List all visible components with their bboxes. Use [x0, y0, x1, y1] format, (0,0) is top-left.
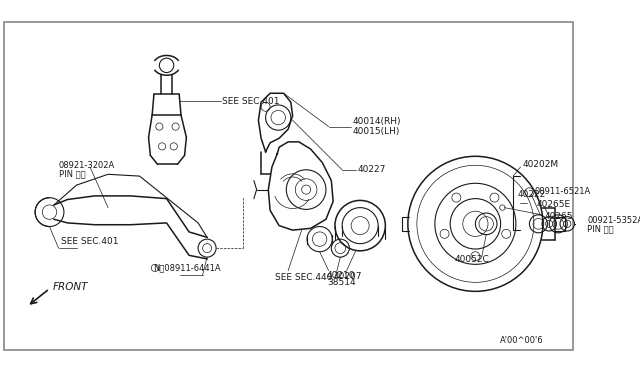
- Polygon shape: [54, 196, 207, 259]
- Text: 40202M: 40202M: [522, 160, 558, 169]
- Text: 40265: 40265: [545, 212, 573, 221]
- Text: PIN ビン: PIN ビン: [58, 169, 85, 178]
- Text: SEE SEC.401: SEE SEC.401: [61, 237, 119, 246]
- Text: 38514: 38514: [327, 278, 355, 287]
- Text: 40210: 40210: [327, 271, 355, 280]
- Text: 40222: 40222: [518, 190, 546, 199]
- Text: 40227: 40227: [358, 165, 386, 174]
- Text: 08921-3202A: 08921-3202A: [58, 161, 115, 170]
- Text: FRONT: FRONT: [52, 282, 88, 292]
- Text: 00921-5352A: 00921-5352A: [587, 216, 640, 225]
- Text: SEE SEC.440: SEE SEC.440: [275, 273, 332, 282]
- Text: PIN ビン: PIN ビン: [587, 225, 614, 234]
- Text: 40265E: 40265E: [536, 201, 571, 209]
- Text: 40207: 40207: [333, 272, 362, 282]
- Polygon shape: [268, 142, 333, 230]
- Text: 40052C: 40052C: [454, 255, 490, 264]
- Text: A'00^00'6: A'00^00'6: [500, 336, 543, 345]
- Text: N⁲08911-6441A: N⁲08911-6441A: [153, 263, 221, 272]
- Text: 40014(RH)
40015(LH): 40014(RH) 40015(LH): [353, 117, 401, 136]
- Text: 08911-6521A: 08911-6521A: [535, 187, 591, 196]
- Text: SEE SEC.401: SEE SEC.401: [222, 97, 280, 106]
